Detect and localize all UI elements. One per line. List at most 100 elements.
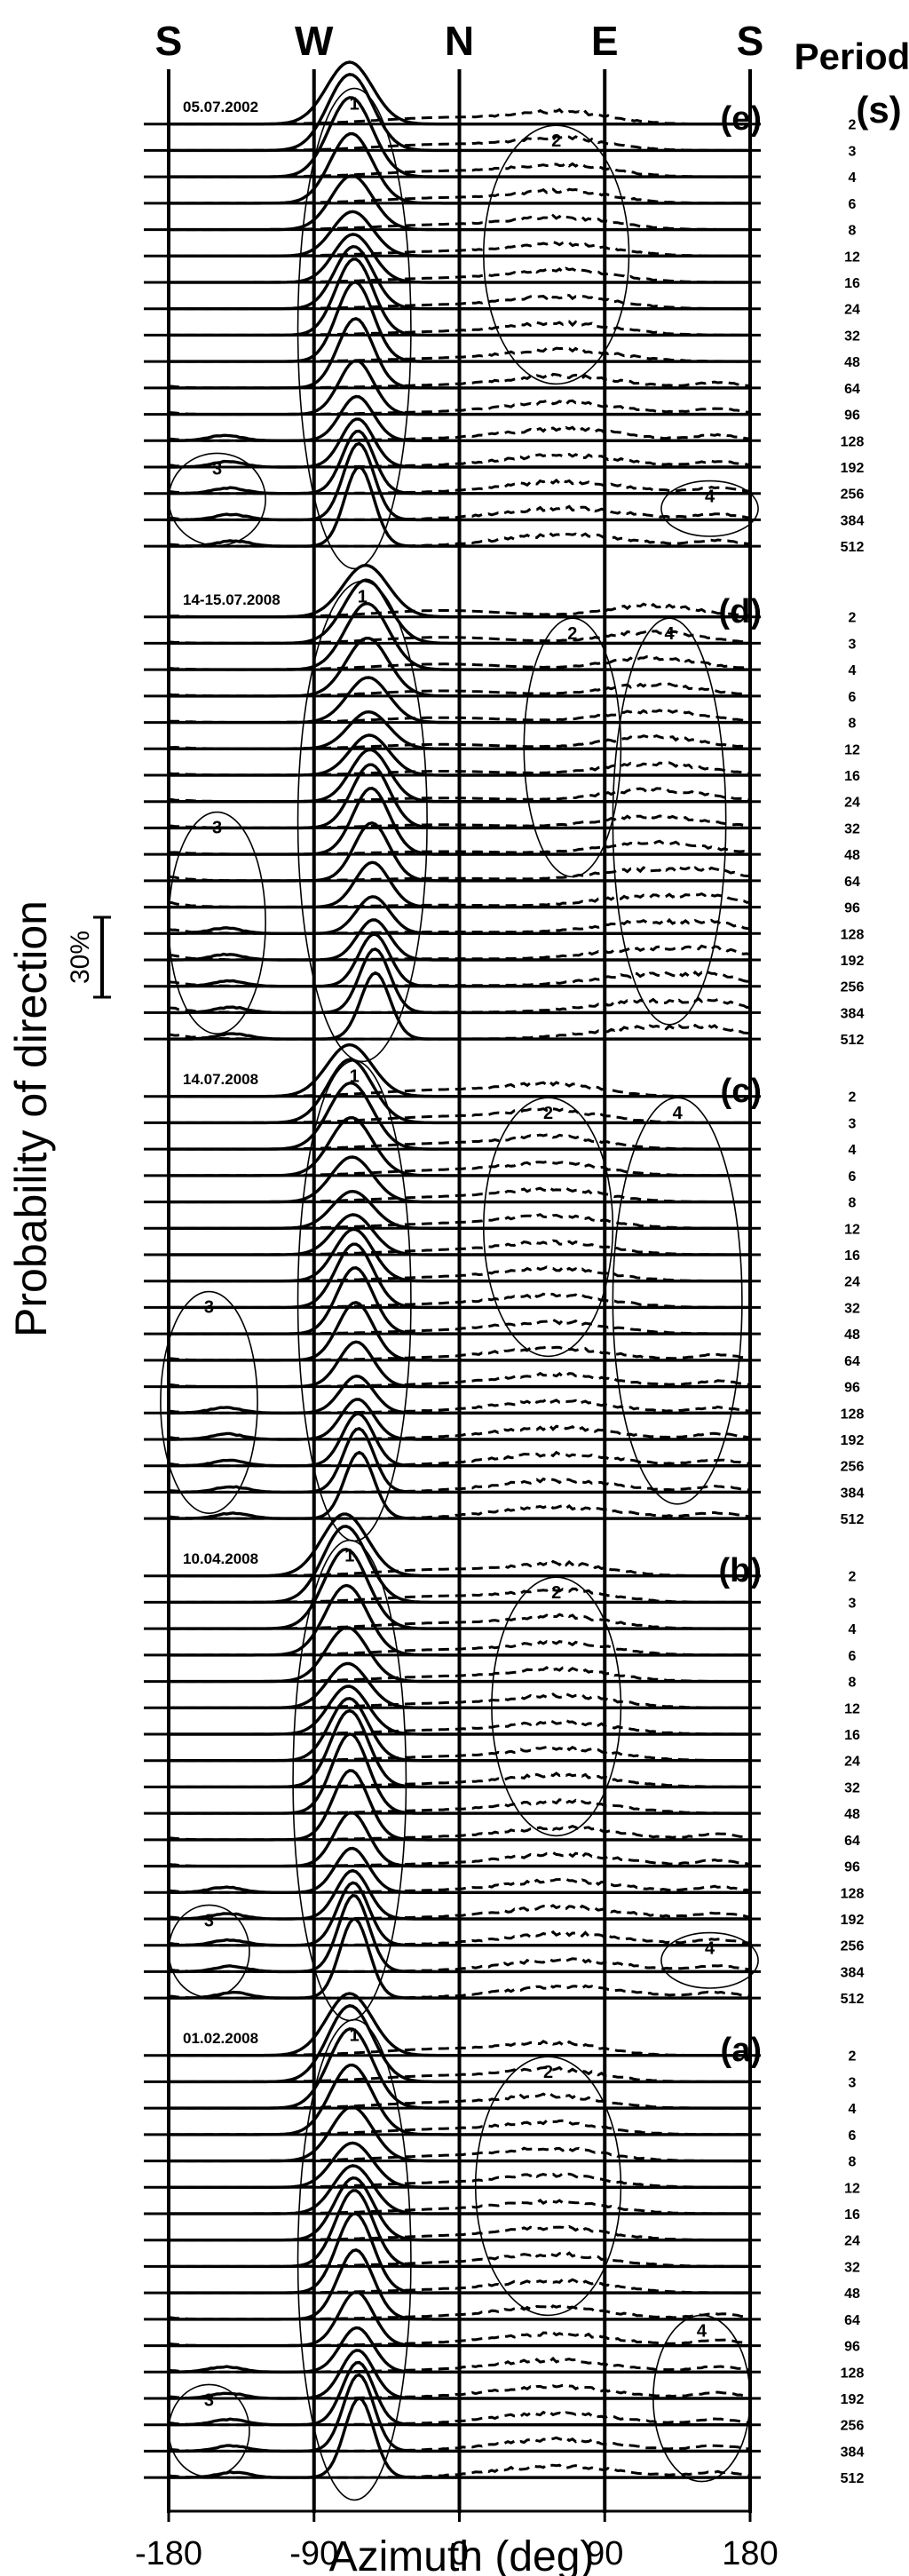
- period-tick-label: 2: [849, 1090, 857, 1106]
- period-tick-label: 256: [841, 980, 865, 995]
- panel-letter: (c): [721, 1073, 762, 1110]
- period-tick-label: 16: [844, 1728, 860, 1743]
- period-tick-label: 2: [849, 611, 857, 626]
- period-tick-label: 64: [844, 2313, 860, 2328]
- period-tick-label: 12: [844, 1222, 860, 1237]
- period-tick-label: 4: [849, 1143, 857, 1158]
- period-tick-label: 3: [849, 1116, 857, 1131]
- period-tick-label: 16: [844, 769, 860, 784]
- period-tick-label: 48: [844, 848, 860, 863]
- period-tick-label: 32: [844, 2260, 860, 2275]
- period-tick-label: 512: [841, 540, 865, 555]
- period-tick-label: 24: [844, 1275, 860, 1290]
- period-tick-label: 64: [844, 1834, 860, 1849]
- cluster-number: 1: [350, 2026, 360, 2046]
- period-tick-label: 512: [841, 2471, 865, 2486]
- cluster-number: 1: [358, 588, 368, 607]
- period-tick-label: 32: [844, 1301, 860, 1316]
- cluster-number: 4: [705, 487, 715, 507]
- period-unit: (s): [856, 89, 901, 131]
- period-tick-label: 2: [849, 1570, 857, 1585]
- x-tick-label: -180: [135, 2535, 202, 2572]
- period-tick-label: 3: [849, 144, 857, 159]
- period-tick-label: 96: [844, 901, 860, 916]
- direction-label-e: E: [591, 18, 619, 64]
- period-tick-label: 8: [849, 1196, 857, 1211]
- period-tick-label: 24: [844, 1755, 860, 1770]
- period-tick-label: 48: [844, 1328, 860, 1343]
- baselines: [144, 123, 761, 2479]
- cluster-ellipse: [296, 580, 428, 1063]
- period-tick-label: 4: [849, 170, 857, 186]
- period-tick-label: 256: [841, 487, 865, 503]
- period-tick-label: 32: [844, 329, 860, 344]
- period-tick-label: 128: [841, 2366, 865, 2381]
- period-tick-label: 48: [844, 2287, 860, 2302]
- panel-letter: (d): [718, 593, 762, 630]
- period-tick-label: 16: [844, 2207, 860, 2223]
- axes: [93, 69, 752, 2522]
- y-axis-title: Probability of direction: [6, 900, 56, 1337]
- cluster-number: 3: [204, 1911, 214, 1930]
- panel-date: 01.02.2008: [183, 2030, 258, 2047]
- period-tick-label: 384: [841, 2445, 865, 2460]
- period-tick-label: 384: [841, 1486, 865, 1501]
- period-tick-label: 6: [849, 1169, 857, 1185]
- cluster-ellipse: [168, 811, 266, 1035]
- cluster-number: 3: [212, 819, 222, 838]
- cluster-number: 4: [664, 624, 675, 644]
- period-tick-label: 24: [844, 303, 860, 318]
- cluster-number: 3: [212, 459, 222, 479]
- cluster-ellipse: [660, 480, 759, 537]
- period-tick-label: 4: [849, 663, 857, 678]
- cluster-number: 1: [344, 1547, 354, 1566]
- cluster-number: 4: [697, 2321, 707, 2341]
- period-title: Period: [794, 36, 909, 77]
- period-tick-label: 2: [849, 2049, 857, 2065]
- period-tick-label: 8: [849, 1676, 857, 1691]
- cluster-ellipse: [160, 1290, 258, 1514]
- period-tick-label: 64: [844, 875, 860, 890]
- period-tick-label: 6: [849, 690, 857, 705]
- period-tick-label: 96: [844, 408, 860, 424]
- period-tick-label: 64: [844, 1354, 860, 1369]
- period-tick-label: 384: [841, 1006, 865, 1021]
- panel-date: 14-15.07.2008: [183, 591, 281, 608]
- panel-date: 14.07.2008: [183, 1071, 258, 1088]
- cluster-number: 1: [350, 1067, 360, 1087]
- period-tick-label: 256: [841, 1939, 865, 1954]
- period-tick-label: 512: [841, 1512, 865, 1527]
- period-tick-label: 48: [844, 355, 860, 370]
- period-tick-label: 96: [844, 1381, 860, 1396]
- x-tick-label: 0: [450, 2535, 469, 2572]
- x-axis-title: Azimuth (deg): [329, 2533, 595, 2576]
- cluster-number: 2: [567, 624, 577, 644]
- period-tick-label: 8: [849, 2155, 857, 2170]
- period-tick-label: 192: [841, 2392, 865, 2407]
- period-tick-label: 32: [844, 821, 860, 836]
- period-tick-label: 512: [841, 1033, 865, 1048]
- cluster-ellipse: [296, 87, 412, 570]
- x-tick-label: -90: [289, 2535, 338, 2572]
- cluster-number: 3: [204, 1298, 214, 1318]
- cluster-number: 4: [705, 1939, 715, 1959]
- period-tick-label: 256: [841, 1460, 865, 1475]
- period-tick-label: 6: [849, 1649, 857, 1664]
- period-tick-label: 24: [844, 2234, 860, 2249]
- period-tick-label: 8: [849, 224, 857, 239]
- period-tick-label: 192: [841, 1913, 865, 1928]
- period-tick-label: 384: [841, 1965, 865, 1980]
- direction-label-s: S: [737, 18, 764, 64]
- period-tick-label: 192: [841, 954, 865, 969]
- period-tick-label: 16: [844, 276, 860, 291]
- panel-letter: (b): [718, 1552, 762, 1589]
- period-tick-label: 3: [849, 1596, 857, 1611]
- period-tick-label: 384: [841, 513, 865, 528]
- period-tick-label: 32: [844, 1780, 860, 1795]
- period-tick-label: 512: [841, 1992, 865, 2007]
- cluster-number: 2: [551, 131, 561, 151]
- x-tick-label: 90: [586, 2535, 623, 2572]
- period-tick-label: 4: [849, 1622, 857, 1637]
